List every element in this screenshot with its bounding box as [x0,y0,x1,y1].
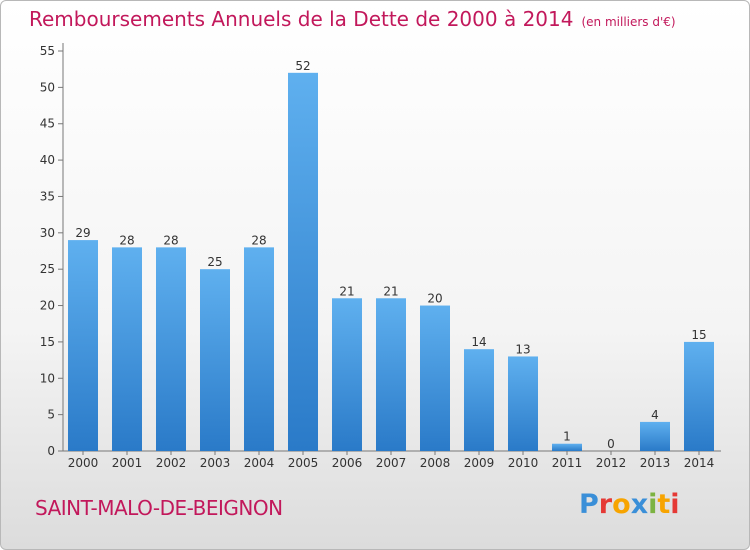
y-tick-label: 20 [40,299,55,313]
bar-2000 [68,240,98,451]
logo-letter: P [579,489,599,520]
bar-2014 [684,341,714,451]
x-tick-label-2014: 2014 [684,456,715,470]
y-tick-label: 5 [47,408,55,422]
value-label-2011: 1 [563,430,571,444]
x-tick-label-2005: 2005 [288,456,319,470]
bar-2008 [420,305,450,451]
x-tick-label-2007: 2007 [376,456,407,470]
logo-letter: i [670,489,680,520]
y-tick-label: 10 [40,371,55,385]
logo-letter: t [657,489,671,520]
x-tick-label-2004: 2004 [244,456,275,470]
value-label-2003: 25 [207,255,222,269]
value-label-2010: 13 [515,342,530,356]
value-label-2012: 0 [607,437,615,451]
y-tick-label: 40 [40,153,55,167]
bar-2003 [200,269,230,451]
value-label-2013: 4 [651,408,659,422]
value-label-2007: 21 [383,284,398,298]
y-tick-label: 30 [40,226,55,240]
y-tick-label: 0 [47,444,55,458]
commune-name: SAINT-MALO-DE-BEIGNON [35,496,283,520]
bar-2004 [244,247,274,451]
x-tick-label-2013: 2013 [640,456,671,470]
x-tick-label-2002: 2002 [156,456,187,470]
bar-2011 [552,443,582,451]
y-tick-label: 25 [40,262,55,276]
proxiti-logo: Proxiti [579,489,680,520]
x-tick-label-2001: 2001 [112,456,143,470]
x-tick-label-2011: 2011 [552,456,583,470]
bar-2002 [156,247,186,451]
x-tick-label-2003: 2003 [200,456,231,470]
y-tick-label: 35 [40,189,55,203]
y-tick-label: 45 [40,117,55,131]
logo-letter: r [598,489,613,520]
bar-2013 [640,421,670,451]
bar-2009 [464,349,494,451]
bar-2010 [508,356,538,451]
value-label-2014: 15 [691,328,706,342]
chart-title: Remboursements Annuels de la Dette de 20… [29,7,676,31]
y-tick-label: 55 [40,44,55,58]
x-tick-label-2006: 2006 [332,456,363,470]
logo-letter: o [612,489,631,520]
y-tick-label: 50 [40,80,55,94]
value-label-2001: 28 [119,233,134,247]
x-tick-label-2010: 2010 [508,456,539,470]
value-label-2008: 20 [427,292,442,306]
x-tick-label-2009: 2009 [464,456,495,470]
value-label-2002: 28 [163,233,178,247]
x-tick-label-2000: 2000 [68,456,99,470]
y-tick-label: 15 [40,335,55,349]
logo-letter: i [648,489,658,520]
value-label-2006: 21 [339,284,354,298]
value-label-2005: 52 [295,59,310,73]
bar-2005 [288,72,318,452]
bar-2006 [332,298,362,451]
bar-2007 [376,298,406,451]
bar-2001 [112,247,142,451]
chart-title-main: Remboursements Annuels de la Dette de 20… [29,7,574,31]
value-label-2004: 28 [251,233,266,247]
chart-unit-note: (en milliers d'€) [581,15,676,29]
x-tick-label-2012: 2012 [596,456,627,470]
value-label-2009: 14 [471,335,486,349]
logo-letter: x [630,489,649,520]
x-tick-label-2008: 2008 [420,456,451,470]
value-label-2000: 29 [75,226,90,240]
